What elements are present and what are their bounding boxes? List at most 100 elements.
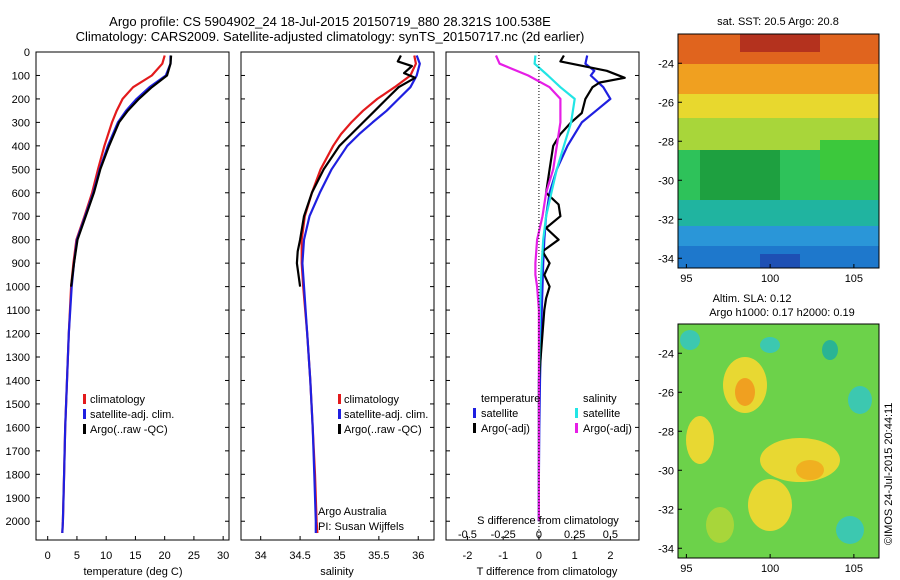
sla-map-subtitle: Argo h1000: 0.17 h2000: 0.19	[709, 307, 855, 319]
temperature-x-label: temperature (deg C)	[83, 566, 182, 578]
legend-label: climatology	[344, 394, 400, 406]
x-tick-label: 5	[74, 550, 80, 562]
map-x-tick-label: 95	[680, 563, 692, 575]
depth-tick-label: 200	[12, 94, 30, 106]
sla-map-axes: 95 100 105 -24 -26 -28 -30 -32 -34	[658, 348, 863, 575]
sla-map-title: Altim. SLA: 0.12	[713, 293, 792, 305]
legend-label: Argo(-adj)	[481, 423, 530, 435]
legend-label: satellite	[583, 408, 620, 420]
depth-tick-label: 1200	[6, 329, 30, 341]
depth-tick-label: 1300	[6, 352, 30, 364]
depth-tick-label: 1700	[6, 446, 30, 458]
depth-tick-label: 2000	[6, 516, 30, 528]
x-tick-label: 35	[333, 550, 345, 562]
map-y-tick-label: -34	[658, 543, 674, 555]
legend-label: Argo(..raw -QC)	[90, 424, 168, 436]
top-tick-label: -0.5	[458, 529, 477, 541]
legend-swatch-argo	[83, 424, 86, 434]
depth-tick-label: 1100	[6, 305, 30, 317]
top-tick-label: 0.5	[603, 529, 618, 541]
x-axis-ticks: 0 5 10 15 20 25 30 34 34.5 35 35.5 36 -2 -1 0 1 2 -0.5 -0.…	[36, 51, 639, 562]
difference-x-label: T difference from climatology	[477, 566, 618, 578]
temperature-series	[61, 55, 173, 534]
map-y-tick-label: -34	[658, 253, 674, 265]
series-line-argo	[537, 54, 626, 522]
x-tick-label: 34.5	[289, 550, 310, 562]
legend-label: satellite-adj. clim.	[90, 409, 174, 421]
x-tick-label: 30	[217, 550, 229, 562]
series-line-climatology	[61, 55, 166, 534]
x-tick-label: 20	[159, 550, 171, 562]
depth-tick-label: 1600	[6, 422, 30, 434]
legend-swatch-sal-satellite	[575, 408, 578, 418]
depth-tick-label: 700	[12, 211, 30, 223]
sst-heatmap	[678, 34, 879, 268]
top-tick-label: 0.25	[564, 529, 585, 541]
map-y-tick-label: -24	[658, 58, 674, 70]
depth-tick-label: 1000	[6, 282, 30, 294]
series-line-satellite	[301, 55, 421, 533]
legend-label: climatology	[90, 394, 146, 406]
page-title: Argo profile: CS 5904902_24 18-Jul-2015 …	[109, 14, 551, 29]
sst-map-title: sat. SST: 20.5 Argo: 20.8	[717, 16, 839, 28]
depth-tick-label: 1400	[6, 375, 30, 387]
legend-swatch-satellite	[83, 409, 86, 419]
x-tick-label: 2	[607, 550, 613, 562]
depth-tick-label: 900	[12, 258, 30, 270]
temperature-panel-frame	[35, 51, 230, 541]
legend-label: satellite	[481, 408, 518, 420]
depth-axis: 0 100 200 300 400 500 600 700 800 900 1000 1100 1200…	[6, 47, 30, 528]
x-tick-label: 10	[100, 550, 112, 562]
map-y-tick-label: -28	[658, 426, 674, 438]
series-line-argo_s	[494, 55, 562, 522]
x-tick-label: 36	[412, 550, 424, 562]
depth-tick-label: 600	[12, 188, 30, 200]
difference-top-title: S difference from climatology	[477, 515, 619, 527]
depth-tick-label: 400	[12, 141, 30, 153]
sst-map-frame	[677, 33, 880, 269]
legend-swatch-climatology	[338, 394, 341, 404]
depth-tick-label: 300	[12, 117, 30, 129]
map-x-tick-label: 105	[845, 273, 863, 285]
map-y-tick-label: -26	[658, 97, 674, 109]
series-line-argo	[295, 54, 417, 287]
map-x-tick-label: 105	[845, 563, 863, 575]
series-line-argo	[70, 55, 173, 287]
map-y-tick-label: -26	[658, 387, 674, 399]
difference-panel-frame	[445, 51, 640, 541]
credit-line-2: PI: Susan Wijffels	[318, 521, 404, 533]
legend-group-salinity: salinity	[583, 393, 617, 405]
depth-tick-label: 800	[12, 235, 30, 247]
legend-swatch-sal-argo	[575, 423, 578, 433]
x-tick-label: 1	[572, 550, 578, 562]
sla-heatmap	[678, 324, 879, 558]
difference-series	[494, 54, 626, 522]
legend-label: satellite-adj. clim.	[344, 409, 428, 421]
top-tick-label: -0.25	[491, 529, 516, 541]
depth-tick-label: 1800	[6, 469, 30, 481]
x-tick-label: 0	[536, 550, 542, 562]
x-tick-label: 25	[188, 550, 200, 562]
legend-label: Argo(..raw -QC)	[344, 424, 422, 436]
depth-tick-label: 100	[12, 70, 30, 82]
temperature-legend: climatology satellite-adj. clim. Argo(..…	[83, 394, 174, 436]
legend-swatch-climatology	[83, 394, 86, 404]
map-y-tick-label: -24	[658, 348, 674, 360]
page-subtitle: Climatology: CARS2009. Satellite-adjuste…	[75, 29, 585, 44]
map-y-tick-label: -28	[658, 136, 674, 148]
sla-map-frame	[677, 323, 880, 559]
map-x-tick-label: 100	[761, 273, 779, 285]
x-tick-label: 34	[255, 550, 267, 562]
map-y-tick-label: -32	[658, 214, 674, 226]
x-tick-label: 35.5	[368, 550, 389, 562]
map-y-tick-label: -32	[658, 504, 674, 516]
credit-line-1: Argo Australia	[318, 506, 387, 518]
map-x-tick-label: 100	[761, 563, 779, 575]
legend-swatch-argo	[338, 424, 341, 434]
depth-tick-label: 1900	[6, 493, 30, 505]
salinity-panel-frame	[240, 51, 435, 541]
salinity-x-label: salinity	[320, 566, 354, 578]
x-tick-label: 0	[45, 550, 51, 562]
x-tick-label: 15	[129, 550, 141, 562]
